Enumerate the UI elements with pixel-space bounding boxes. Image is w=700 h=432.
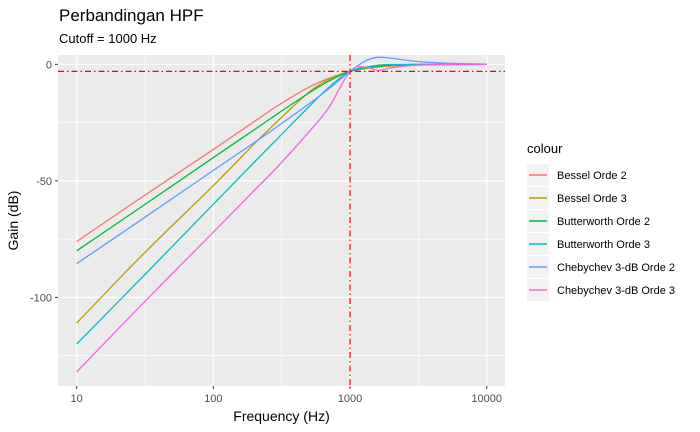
x-tick-label: 1000 — [338, 393, 362, 405]
y-axis-label: Gain (dB) — [5, 191, 21, 251]
series-lines — [76, 56, 487, 373]
x-tick-label: 100 — [204, 393, 222, 405]
legend-item: Chebychev 3-dB Orde 3 — [527, 279, 675, 301]
series-line — [76, 63, 487, 373]
legend-label: Chebychev 3-dB Orde 2 — [557, 262, 675, 274]
legend-item: Bessel Orde 3 — [527, 187, 627, 209]
x-axis-ticks: 10 100 1000 10000 — [71, 386, 502, 405]
legend-label: Chebychev 3-dB Orde 3 — [557, 285, 675, 297]
x-axis-label: Frequency (Hz) — [233, 408, 329, 424]
reference-lines — [58, 55, 505, 386]
y-tick-label: 0 — [46, 59, 52, 71]
legend: colour Bessel Orde 2 Bessel Orde 3 Butterw… — [527, 141, 675, 301]
legend-label: Bessel Orde 2 — [557, 170, 627, 182]
legend-label: Butterworth Orde 3 — [557, 239, 650, 251]
x-tick-label: 10 — [71, 393, 83, 405]
y-axis-ticks: 0 -50 -100 — [30, 59, 58, 304]
chart-subtitle: Cutoff = 1000 Hz — [59, 31, 157, 46]
legend-item: Bessel Orde 2 — [527, 164, 627, 186]
y-tick-label: -100 — [30, 292, 52, 304]
legend-title: colour — [527, 141, 563, 156]
series-line — [76, 63, 487, 345]
legend-label: Butterworth Orde 2 — [557, 216, 650, 228]
legend-item: Chebychev 3-dB Orde 2 — [527, 256, 675, 278]
series-line — [76, 56, 487, 265]
x-tick-label: 10000 — [471, 393, 502, 405]
legend-item: Butterworth Orde 2 — [527, 210, 650, 232]
y-tick-label: -50 — [36, 176, 52, 188]
legend-label: Bessel Orde 3 — [557, 193, 627, 205]
legend-item: Butterworth Orde 3 — [527, 233, 650, 255]
chart-title: Perbandingan HPF — [59, 6, 204, 25]
